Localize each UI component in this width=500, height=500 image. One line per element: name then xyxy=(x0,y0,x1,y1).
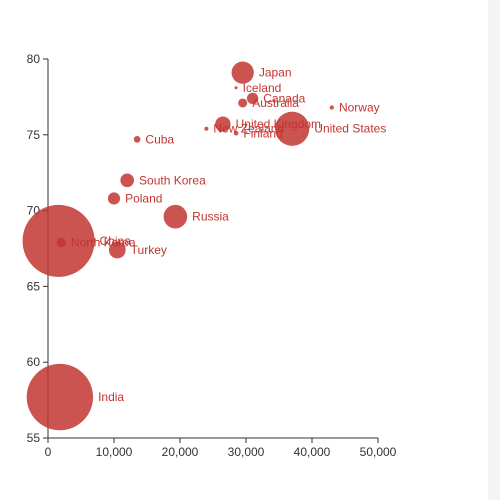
bubble-new-zealand xyxy=(204,126,209,131)
label-china: China xyxy=(100,234,132,248)
x-tick-label: 50,000 xyxy=(360,445,397,459)
label-canada: Canada xyxy=(263,91,305,105)
x-axis: 0 10,000 20,000 30,000 40,000 50,000 xyxy=(45,437,397,459)
label-united-states: United States xyxy=(314,122,386,136)
label-poland: Poland xyxy=(125,191,162,205)
x-tick-label: 40,000 xyxy=(294,445,331,459)
label-australia: Australia xyxy=(252,96,299,110)
label-united-kingdom: United Kingdom xyxy=(236,117,321,131)
y-tick-label: 55 xyxy=(27,431,41,445)
label-japan: Japan xyxy=(259,66,292,80)
bubble-cuba xyxy=(133,136,141,143)
label-india: India xyxy=(98,390,124,404)
bubble-finland xyxy=(233,131,239,136)
bubble-united-states xyxy=(275,111,310,146)
x-tick-label: 30,000 xyxy=(228,445,265,459)
label-norway: Norway xyxy=(339,101,380,115)
label-russia: Russia xyxy=(192,210,229,224)
bubble-japan xyxy=(231,61,254,84)
bubble-united-kingdom xyxy=(215,116,231,132)
x-tick-label: 0 xyxy=(45,445,52,459)
bubble-poland xyxy=(107,192,121,205)
label-new-zealand: New Zealand xyxy=(213,122,284,136)
bubble-turkey xyxy=(108,241,126,259)
label-finland: Finland xyxy=(243,126,282,140)
bubble-south-korea xyxy=(120,173,135,188)
bubble-norway xyxy=(329,105,334,110)
bubble-layer xyxy=(22,61,334,431)
bubble-north-korea xyxy=(56,237,66,248)
bubble-russia xyxy=(163,204,188,229)
y-tick-label: 80 xyxy=(27,52,41,66)
label-north-korea: North Korea xyxy=(71,235,136,249)
y-tick-label: 60 xyxy=(27,355,41,369)
bubble-iceland xyxy=(234,86,238,90)
x-tick-label: 20,000 xyxy=(162,445,199,459)
bubble-canada xyxy=(246,92,259,105)
bubble-australia xyxy=(238,98,248,108)
y-tick-label: 65 xyxy=(27,279,41,293)
label-turkey: Turkey xyxy=(131,243,167,257)
label-south-korea: South Korea xyxy=(139,173,206,187)
right-edge-panel xyxy=(488,0,500,500)
label-iceland: Iceland xyxy=(243,81,282,95)
label-cuba: Cuba xyxy=(145,132,174,146)
bubble-india xyxy=(26,363,94,431)
x-tick-label: 10,000 xyxy=(96,445,133,459)
y-tick-label: 75 xyxy=(27,128,41,142)
